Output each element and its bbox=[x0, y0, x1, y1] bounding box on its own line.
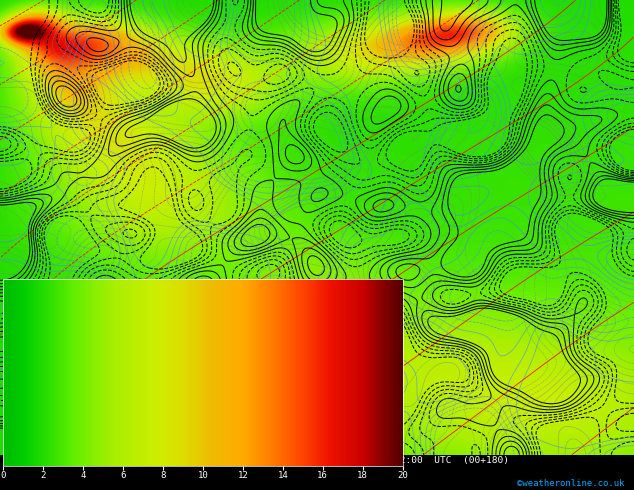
Text: ©weatheronline.co.uk: ©weatheronline.co.uk bbox=[517, 479, 624, 488]
Text: Surface pressure  Spread  mean+σ  [hPa]  ECMWF      Fr  31-05-2024  12:00  UTC  : Surface pressure Spread mean+σ [hPa] ECM… bbox=[3, 457, 509, 465]
